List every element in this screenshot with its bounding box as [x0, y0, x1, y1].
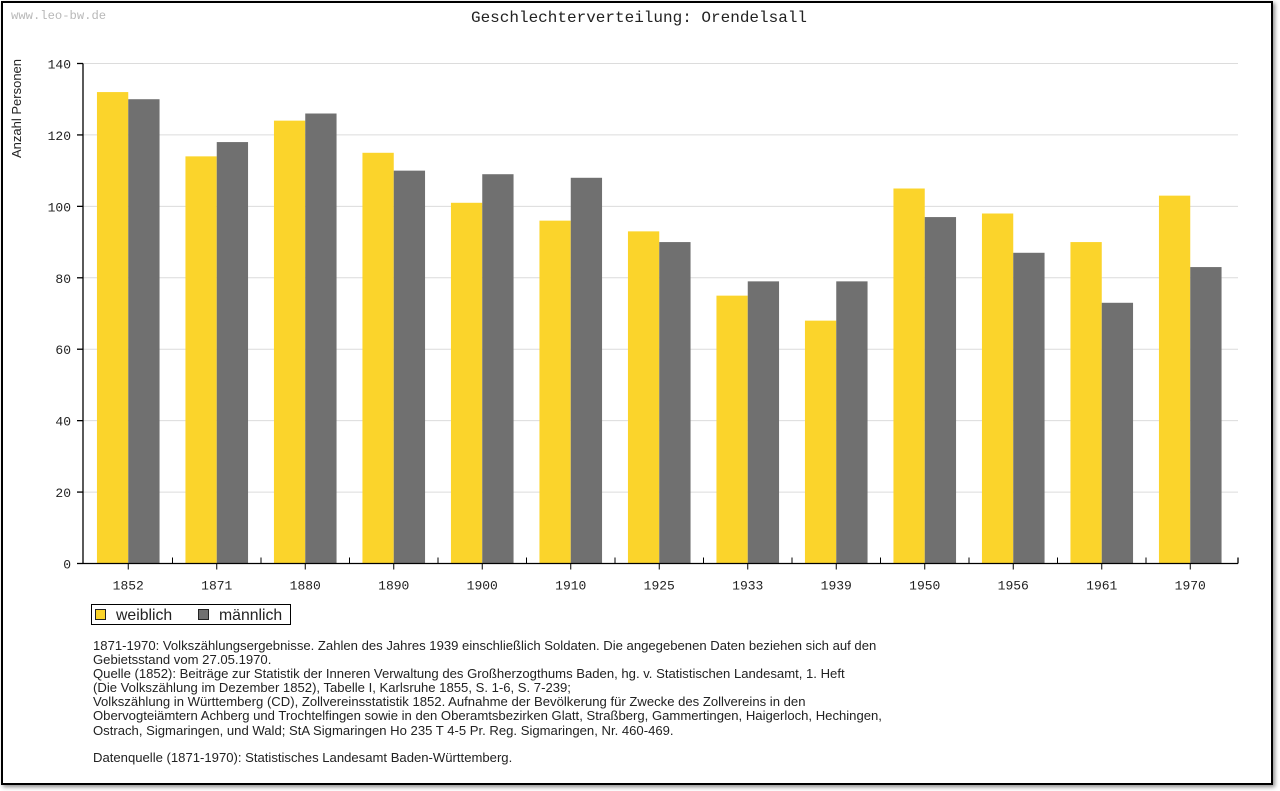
svg-text:1925: 1925 — [644, 579, 675, 594]
svg-text:1950: 1950 — [909, 579, 940, 594]
svg-text:1900: 1900 — [467, 579, 498, 594]
svg-text:1852: 1852 — [113, 579, 144, 594]
svg-text:1910: 1910 — [555, 579, 586, 594]
svg-text:120: 120 — [48, 129, 71, 144]
svg-text:1970: 1970 — [1175, 579, 1206, 594]
svg-text:1933: 1933 — [732, 579, 763, 594]
svg-text:1890: 1890 — [378, 579, 409, 594]
svg-text:20: 20 — [55, 486, 71, 501]
svg-text:0: 0 — [63, 558, 71, 573]
svg-text:100: 100 — [48, 200, 71, 215]
svg-text:140: 140 — [48, 58, 71, 73]
svg-text:60: 60 — [55, 343, 71, 358]
svg-text:80: 80 — [55, 272, 71, 287]
svg-text:1956: 1956 — [998, 579, 1029, 594]
svg-text:1961: 1961 — [1086, 579, 1117, 594]
svg-text:1880: 1880 — [290, 579, 321, 594]
svg-text:1871: 1871 — [201, 579, 232, 594]
svg-text:1939: 1939 — [821, 579, 852, 594]
svg-text:40: 40 — [55, 415, 71, 430]
